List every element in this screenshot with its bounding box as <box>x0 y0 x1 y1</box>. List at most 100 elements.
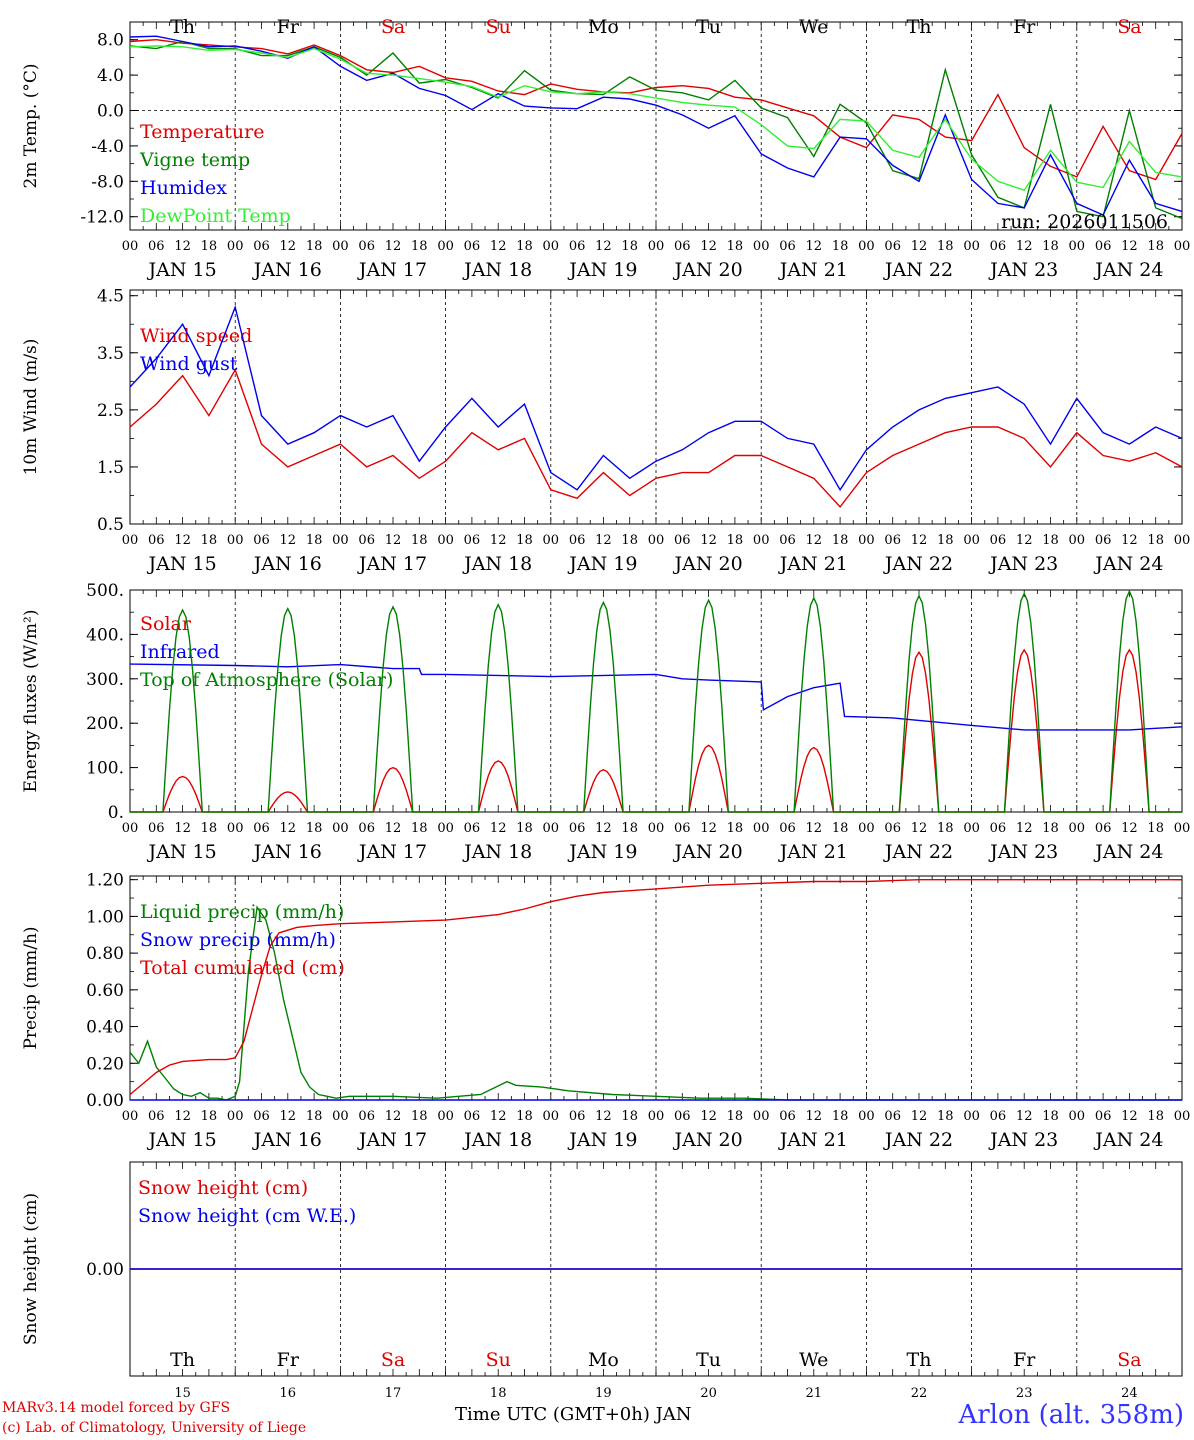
hour-tick-label: 12 <box>1016 821 1033 836</box>
y-tick-label: 0.20 <box>86 1054 124 1074</box>
y-tick-label: -12.0 <box>80 208 124 228</box>
date-label: JAN 15 <box>147 841 217 863</box>
hour-tick-label: 00 <box>858 821 875 836</box>
hour-tick-label: 06 <box>990 239 1007 254</box>
panel-energy: 0. 100. 200. 300. 400. 500. Energy fluxes (W/m… <box>21 581 1190 863</box>
day-number-label: 19 <box>595 1386 612 1401</box>
hour-tick-label: 00 <box>858 239 875 254</box>
hour-tick-label: 18 <box>832 1109 849 1124</box>
hour-tick-label: 00 <box>1174 1109 1191 1124</box>
hour-tick-label: 12 <box>385 821 402 836</box>
hour-tick-label: 18 <box>411 821 428 836</box>
weekday-label-bottom: Sa <box>381 1349 405 1371</box>
weekday-label-bottom: Fr <box>277 1349 300 1371</box>
hour-tick-label: 18 <box>306 533 323 548</box>
legend-entry: Vigne temp <box>139 149 250 171</box>
date-label: JAN 16 <box>252 1129 322 1151</box>
hour-tick-label: 18 <box>516 821 533 836</box>
hour-tick-label: 00 <box>1174 821 1191 836</box>
legend-entry: Temperature <box>140 121 264 143</box>
weekday-label-bottom: Th <box>907 1349 932 1371</box>
weekday-label-top: Fr <box>1013 16 1036 38</box>
hour-tick-label: 12 <box>911 533 928 548</box>
y-tick-label: 100. <box>86 759 124 779</box>
hour-tick-label: 00 <box>1069 533 1086 548</box>
hour-tick-label: 06 <box>990 821 1007 836</box>
hour-tick-label: 06 <box>1095 239 1112 254</box>
hour-tick-label: 06 <box>464 239 481 254</box>
y-tick-label: 0.00 <box>86 1260 124 1280</box>
hour-tick-label: 00 <box>437 239 454 254</box>
hour-tick-label: 00 <box>858 533 875 548</box>
weekday-label-top: Fr <box>277 16 300 38</box>
hour-tick-label: 06 <box>990 533 1007 548</box>
run-label: run: 2026011506 <box>1001 211 1168 233</box>
date-label: JAN 20 <box>673 841 743 863</box>
hour-tick-label: 06 <box>884 533 901 548</box>
hour-tick-label: 18 <box>832 239 849 254</box>
hour-tick-label: 12 <box>490 533 507 548</box>
hour-tick-label: 18 <box>832 821 849 836</box>
hour-tick-label: 12 <box>174 239 191 254</box>
hour-tick-label: 00 <box>963 1109 980 1124</box>
weekday-label-bottom: Sa <box>1117 1349 1141 1371</box>
hour-tick-label: 00 <box>122 533 139 548</box>
y-tick-label: 500. <box>86 581 124 601</box>
series-line-humidex <box>129 35 1183 216</box>
hour-tick-label: 12 <box>280 239 297 254</box>
hour-tick-label: 12 <box>806 533 823 548</box>
hour-tick-label: 12 <box>490 1109 507 1124</box>
series-line-vigne-temp <box>129 40 1183 220</box>
y-tick-label: 1.00 <box>86 907 124 927</box>
weekday-label-bottom: Su <box>486 1349 511 1371</box>
hour-tick-label: 00 <box>122 1109 139 1124</box>
y-tick-label: 0.0 <box>97 102 124 122</box>
day-number-label: 17 <box>385 1386 402 1401</box>
y-tick-label: 300. <box>86 670 124 690</box>
date-label: JAN 17 <box>357 259 427 281</box>
hour-tick-label: 18 <box>516 1109 533 1124</box>
date-label: JAN 16 <box>252 841 322 863</box>
hour-tick-label: 18 <box>306 821 323 836</box>
hour-tick-label: 18 <box>306 1109 323 1124</box>
hour-tick-label: 12 <box>1016 533 1033 548</box>
date-label: JAN 22 <box>883 259 953 281</box>
y-axis-label: Precip (mm/h) <box>21 926 41 1049</box>
date-label: JAN 15 <box>147 553 217 575</box>
date-label: JAN 24 <box>1093 553 1163 575</box>
date-label: JAN 23 <box>988 841 1058 863</box>
hour-tick-label: 00 <box>963 533 980 548</box>
lab-credit: (c) Lab. of Climatology, University of L… <box>2 1420 307 1436</box>
series-line-wind-gust <box>129 304 1183 492</box>
hour-tick-label: 00 <box>1069 821 1086 836</box>
hour-tick-label: 12 <box>1016 239 1033 254</box>
y-tick-label: 4.5 <box>97 287 124 307</box>
weekday-label-top: Mo <box>588 16 619 38</box>
weekday-label-top: Sa <box>1117 16 1141 38</box>
hour-tick-label: 00 <box>1174 533 1191 548</box>
series-line-infrared <box>129 663 1183 731</box>
date-label: JAN 18 <box>462 1129 532 1151</box>
y-tick-label: 0.60 <box>86 981 124 1001</box>
date-label: JAN 17 <box>357 553 427 575</box>
hour-tick-label: 18 <box>516 533 533 548</box>
y-tick-label: 0. <box>108 803 124 823</box>
hour-tick-label: 00 <box>753 239 770 254</box>
time-axis-label: Time UTC (GMT+0h) JAN <box>455 1404 692 1425</box>
hour-tick-label: 18 <box>937 239 954 254</box>
hour-tick-label: 18 <box>1147 821 1164 836</box>
hour-tick-label: 18 <box>621 533 638 548</box>
y-tick-label: 200. <box>86 714 124 734</box>
date-label: JAN 19 <box>567 553 637 575</box>
date-label: JAN 15 <box>147 1129 217 1151</box>
hour-tick-label: 06 <box>884 239 901 254</box>
hour-tick-label: 18 <box>201 821 218 836</box>
hour-tick-label: 12 <box>1016 1109 1033 1124</box>
hour-tick-label: 06 <box>779 239 796 254</box>
hour-tick-label: 18 <box>306 239 323 254</box>
y-tick-label: 3.5 <box>97 344 124 364</box>
day-number-label: 20 <box>700 1386 717 1401</box>
hour-tick-label: 00 <box>543 1109 560 1124</box>
hour-tick-label: 00 <box>543 533 560 548</box>
series-line-temperature <box>129 38 1183 181</box>
